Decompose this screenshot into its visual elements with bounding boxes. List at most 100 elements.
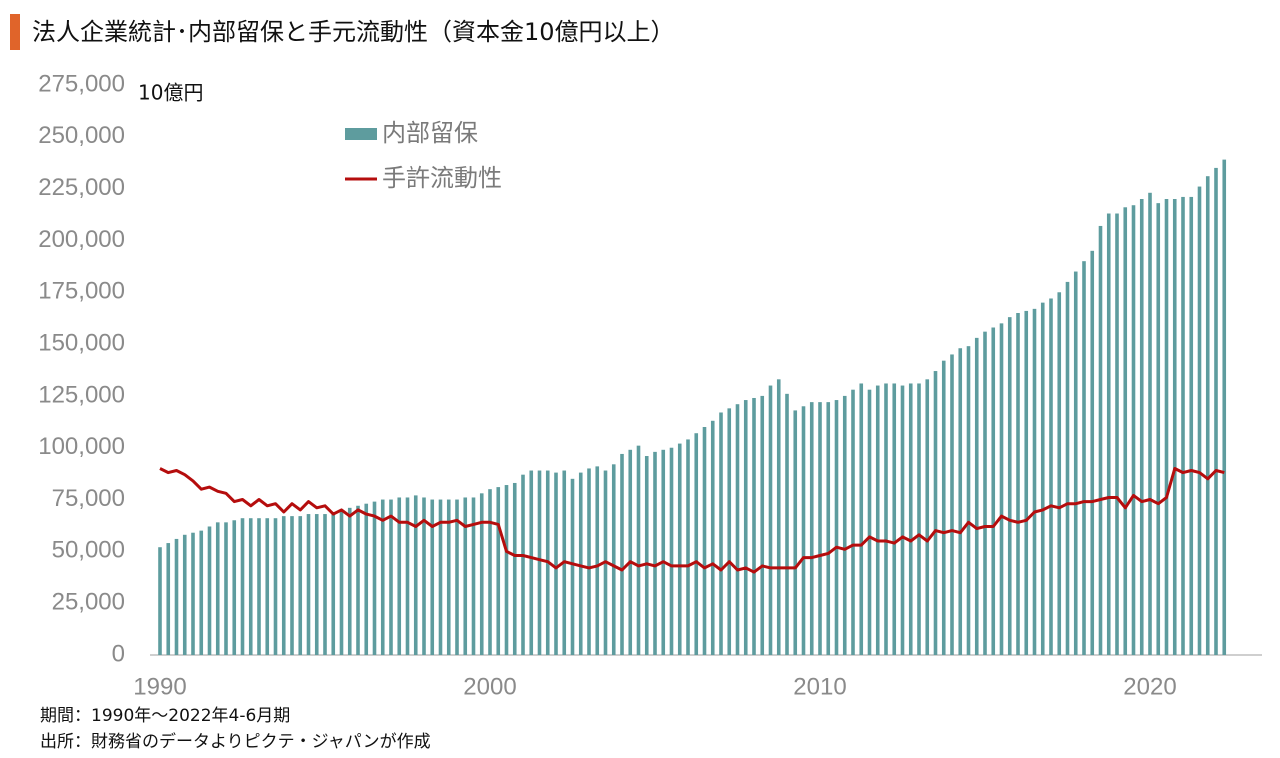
bar [570, 478, 575, 655]
bar [644, 456, 649, 655]
bar [1090, 250, 1095, 655]
bar [677, 443, 682, 655]
bar [785, 393, 789, 655]
bar [389, 499, 393, 655]
bar [1197, 186, 1202, 655]
bar [595, 466, 600, 655]
bar [158, 547, 162, 655]
bar [215, 522, 220, 655]
bar [1123, 207, 1128, 656]
y-tick-label: 125,000 [38, 381, 125, 408]
y-tick-label: 275,000 [38, 70, 125, 97]
bar [735, 404, 740, 655]
bar [917, 383, 921, 655]
unit-label: 10億円 [138, 81, 203, 105]
x-tick-label: 2020 [1123, 673, 1176, 700]
bar [422, 497, 426, 655]
bar [587, 468, 591, 655]
bar [743, 400, 748, 655]
bar [793, 410, 798, 655]
bar [636, 445, 641, 655]
bar [702, 427, 707, 655]
bar [908, 383, 913, 655]
bar [834, 400, 839, 655]
bar [1156, 203, 1161, 656]
bar [1040, 302, 1045, 655]
bar [1164, 199, 1169, 655]
bar [842, 395, 847, 655]
bar [1007, 317, 1012, 655]
bar [669, 447, 674, 655]
x-tick-label: 2010 [793, 673, 846, 700]
bar [966, 346, 971, 655]
bar [694, 433, 699, 655]
bar [867, 389, 872, 655]
bar [496, 487, 501, 655]
bar [166, 543, 171, 655]
bar [933, 371, 938, 655]
bar [1222, 159, 1227, 656]
x-tick-label: 1990 [133, 673, 186, 700]
legend-swatch [345, 128, 377, 140]
y-tick-label: 250,000 [38, 122, 125, 149]
bar [1131, 205, 1136, 655]
bar [455, 499, 459, 655]
bar [826, 402, 831, 655]
note: 期間：1990年～2022年4-6月期 [40, 706, 290, 726]
bar [438, 499, 443, 655]
bar [446, 499, 451, 655]
bar [512, 482, 517, 655]
note: 出所：財務省のデータよりピクテ・ジャパンが作成 [40, 731, 431, 752]
bar [1214, 167, 1218, 655]
y-tick-label: 200,000 [38, 226, 125, 253]
bar [413, 495, 418, 655]
bar [1205, 176, 1210, 655]
title-marker [10, 14, 20, 50]
line [159, 467, 1225, 574]
bar [710, 420, 715, 655]
bar [1049, 298, 1053, 655]
bar [347, 507, 352, 655]
bar [892, 383, 897, 655]
bar [356, 505, 360, 655]
bar [974, 337, 979, 655]
bar [182, 534, 187, 655]
bar [983, 331, 987, 655]
bar [1065, 281, 1070, 655]
bar [174, 538, 179, 655]
bar [331, 511, 336, 655]
bar [1016, 313, 1020, 655]
bar [719, 412, 723, 655]
bar [661, 449, 666, 655]
x-tick-label: 2000 [463, 673, 516, 700]
y-tick-label: 25,000 [52, 589, 125, 616]
bar [471, 497, 476, 655]
y-tick-label: 100,000 [38, 433, 125, 460]
bar [529, 470, 534, 655]
bar [207, 526, 212, 655]
bar [298, 516, 303, 655]
bar [323, 514, 327, 655]
bar [290, 516, 294, 655]
bar [768, 385, 773, 655]
bar [224, 522, 228, 655]
bar [1115, 213, 1119, 655]
y-tick-label: 75,000 [52, 485, 125, 512]
bar [1098, 225, 1103, 656]
bar [554, 472, 558, 655]
bar [851, 389, 855, 655]
bar [405, 497, 410, 655]
bar [364, 503, 369, 655]
bar [257, 518, 261, 655]
bar [479, 493, 484, 655]
bar [199, 530, 204, 655]
bar [628, 449, 633, 655]
bar [397, 497, 402, 655]
bar [1082, 261, 1086, 655]
legend-label: 手許流動性 [382, 164, 502, 192]
bar [875, 385, 880, 655]
bar [372, 501, 377, 655]
bar [611, 464, 616, 655]
bar [1148, 192, 1152, 656]
legend-label: 内部留保 [382, 119, 478, 147]
